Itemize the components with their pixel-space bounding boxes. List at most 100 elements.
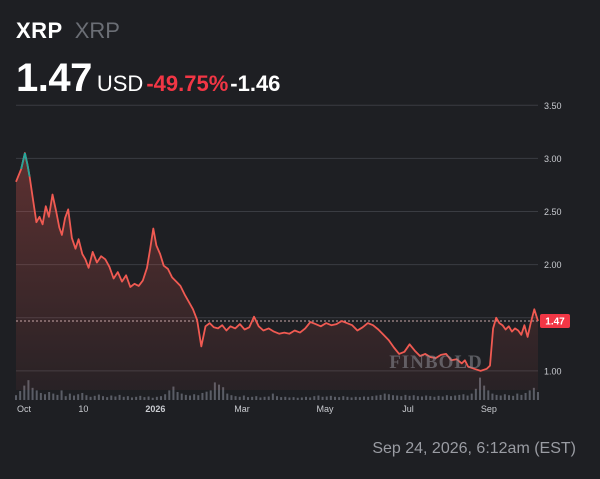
volume-bar xyxy=(114,396,117,400)
volume-bar xyxy=(64,396,67,400)
volume-bar xyxy=(296,397,299,400)
volume-bar xyxy=(160,396,162,400)
volume-bar xyxy=(346,396,349,400)
volume-bar xyxy=(462,394,465,400)
volume-bar xyxy=(81,392,84,400)
volume-bar xyxy=(193,394,196,400)
volume-bar xyxy=(172,386,175,400)
volume-bar xyxy=(396,395,399,400)
volume-bar xyxy=(499,395,502,400)
price-chart[interactable]: FINBOLD 3.503.002.502.001.501.00 Oct1020… xyxy=(0,100,600,420)
y-tick-label: 3.00 xyxy=(544,154,562,164)
volume-bar xyxy=(280,397,283,400)
volume-bar xyxy=(429,396,432,400)
volume-bar xyxy=(247,397,249,400)
currency-label: USD xyxy=(96,71,144,96)
volume-bar xyxy=(77,394,80,400)
volume-bar xyxy=(151,397,154,400)
volume-bar xyxy=(126,396,129,400)
volume-bar xyxy=(255,396,258,400)
price-line xyxy=(15,152,539,372)
volume-bar xyxy=(284,396,287,400)
timestamp: Sep 24, 2026, 6:12am (EST) xyxy=(372,440,576,457)
volume-bar xyxy=(441,396,444,400)
volume-bar xyxy=(267,396,270,400)
volume-bar xyxy=(354,396,357,400)
volume-bar xyxy=(387,394,390,400)
volume-bar xyxy=(184,394,187,400)
volume-bar xyxy=(416,396,419,400)
volume-bar xyxy=(135,396,138,400)
volume-bar xyxy=(19,391,22,400)
volume-bar xyxy=(48,392,51,400)
volume-bar xyxy=(508,395,510,400)
y-tick-label: 3.50 xyxy=(544,101,562,111)
volume-bar xyxy=(400,396,403,400)
volume-bar xyxy=(292,397,295,400)
volume-bar xyxy=(31,387,34,400)
volume-bar xyxy=(139,395,142,400)
volume-bar xyxy=(180,393,183,400)
volume-bar xyxy=(155,396,158,400)
volume-bar xyxy=(288,397,291,400)
volume-bar xyxy=(68,393,71,400)
volume-bar xyxy=(532,387,535,400)
volume-bar xyxy=(524,392,527,400)
volume-bar xyxy=(122,396,125,400)
volume-bar xyxy=(93,395,96,400)
volume-bar xyxy=(474,388,477,400)
y-tick-label: 2.00 xyxy=(544,260,562,270)
volume-bar xyxy=(102,396,104,400)
volume-bar xyxy=(512,395,515,400)
volume-bars xyxy=(15,377,539,400)
volume-bar xyxy=(503,394,506,400)
x-tick-label: Jul xyxy=(402,404,414,414)
volume-bar xyxy=(342,396,345,400)
volume-bar xyxy=(110,395,113,400)
volume-bar xyxy=(52,393,55,400)
watermark-logo: FINBOLD xyxy=(389,352,483,373)
volume-bar xyxy=(379,394,382,400)
x-axis: Oct 10 2026 Mar May Jul Sep xyxy=(17,404,497,414)
volume-bar xyxy=(27,380,30,400)
volume-bar xyxy=(358,397,361,400)
volume-bar xyxy=(209,390,212,400)
volume-bar xyxy=(309,397,312,400)
volume-bar xyxy=(458,394,461,400)
x-tick-label: Mar xyxy=(234,404,250,414)
volume-bar xyxy=(408,395,411,400)
volume-bar xyxy=(89,396,92,400)
volume-bar xyxy=(375,395,378,400)
volume-bar xyxy=(39,392,42,400)
volume-bar xyxy=(15,395,17,400)
volume-bar xyxy=(234,396,237,400)
volume-bar xyxy=(176,392,179,400)
volume-bar xyxy=(421,396,423,400)
volume-bar xyxy=(259,397,262,400)
y-axis: 3.503.002.502.001.501.00 xyxy=(544,101,562,377)
volume-bar xyxy=(60,390,63,400)
volume-bar xyxy=(520,394,523,400)
volume-bar xyxy=(189,395,191,400)
change-percent: -49.75% xyxy=(146,71,229,96)
volume-bar xyxy=(433,396,436,400)
x-tick-label: May xyxy=(317,404,335,414)
volume-bar xyxy=(383,393,386,400)
volume-bar xyxy=(218,384,220,400)
volume-bar xyxy=(321,396,324,400)
volume-bar xyxy=(238,396,241,400)
volume-bar xyxy=(528,390,531,400)
volume-bar xyxy=(213,382,216,400)
volume-bar xyxy=(317,395,320,400)
symbol-name: XRP xyxy=(74,18,120,43)
change-absolute: -1.46 xyxy=(230,71,281,96)
volume-bar xyxy=(230,395,233,400)
volume-bar xyxy=(350,397,353,400)
volume-bar xyxy=(437,395,440,400)
volume-bar xyxy=(516,393,519,400)
volume-bar xyxy=(412,395,415,400)
volume-bar xyxy=(371,396,374,400)
volume-bar xyxy=(300,397,303,400)
volume-bar xyxy=(147,396,150,400)
volume-bar xyxy=(73,395,75,400)
